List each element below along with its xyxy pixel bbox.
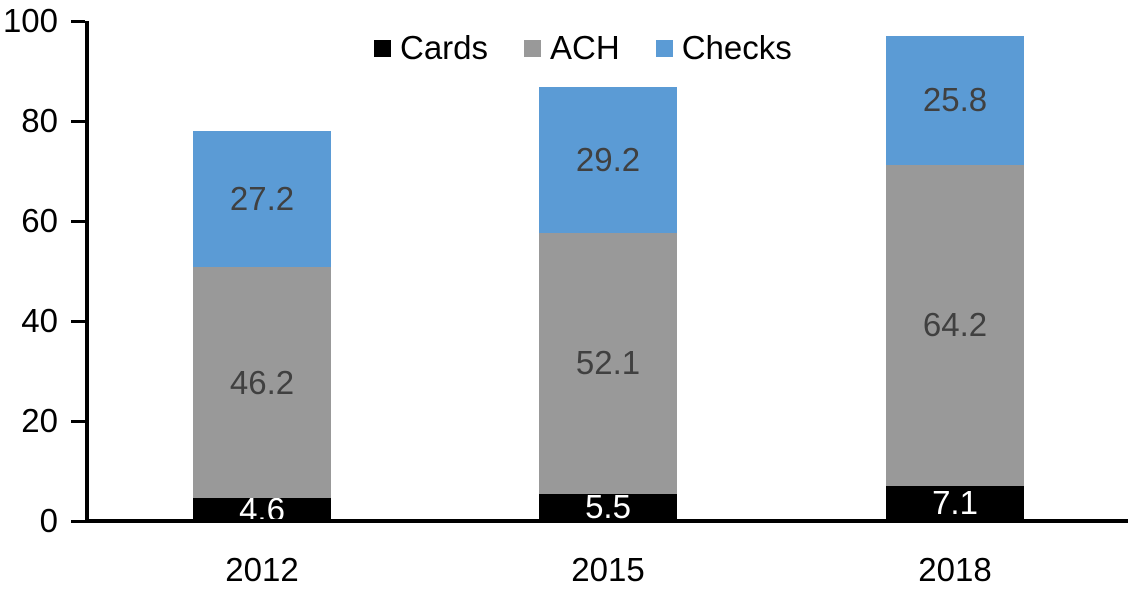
y-tick-label-100: 100 [2,2,58,39]
y-tick-60 [71,220,85,223]
y-tick-40 [71,320,85,323]
bar-value-label-checks-2018: 25.8 [922,81,988,118]
x-category-label-2018: 2018 [918,551,992,588]
bar-value-label-checks-2012: 27.2 [229,180,295,217]
bar-segment-ach-2015 [539,233,677,494]
y-tick-label-80: 80 [21,102,58,139]
bar-segment-cards-2015 [539,493,677,521]
bar-value-label-ach-2015: 52.1 [575,344,641,382]
legend-item-checks: Checks [655,29,792,66]
bar-segment-ach-2018 [886,164,1024,486]
x-axis-line [85,519,1128,523]
bar-segment-cards-2012 [193,498,331,521]
bar-value-label-ach-2012: 46.2 [229,363,295,401]
y-tick-label-20: 20 [21,402,58,439]
y-axis-line [85,21,89,523]
x-category-label-2015: 2015 [571,551,645,588]
y-tick-label-40: 40 [21,302,58,339]
legend-swatch-cards-icon [374,39,391,57]
bar-value-label-cards-2018: 7.1 [932,484,978,522]
bar-segment-cards-2018 [886,485,1024,521]
y-tick-label-0: 0 [39,502,58,539]
legend-label-cards: Cards [400,29,489,66]
bar-value-label-checks-2015: 29.2 [575,141,641,178]
bar-segment-checks-2012 [193,131,331,267]
y-tick-20 [71,420,85,423]
legend-swatch-ach-icon [524,39,542,57]
chart-legend: Cards ACH Checks [374,29,792,66]
legend-item-ach: ACH [524,29,620,66]
bar-segment-checks-2018 [886,35,1024,165]
legend-swatch-checks-icon [655,39,673,57]
y-tick-0 [71,520,85,523]
bar-segment-ach-2012 [193,267,331,498]
bar-value-label-ach-2018: 64.2 [922,306,988,343]
bar-value-label-cards-2015: 5.5 [585,488,631,526]
legend-label-ach: ACH [550,29,620,66]
x-category-label-2012: 2012 [225,551,299,588]
y-tick-100 [71,20,85,23]
y-tick-80 [71,120,85,123]
legend-label-checks: Checks [681,29,792,66]
legend-item-cards: Cards [374,29,489,66]
y-tick-label-60: 60 [21,202,58,239]
bar-segment-checks-2015 [539,87,677,233]
